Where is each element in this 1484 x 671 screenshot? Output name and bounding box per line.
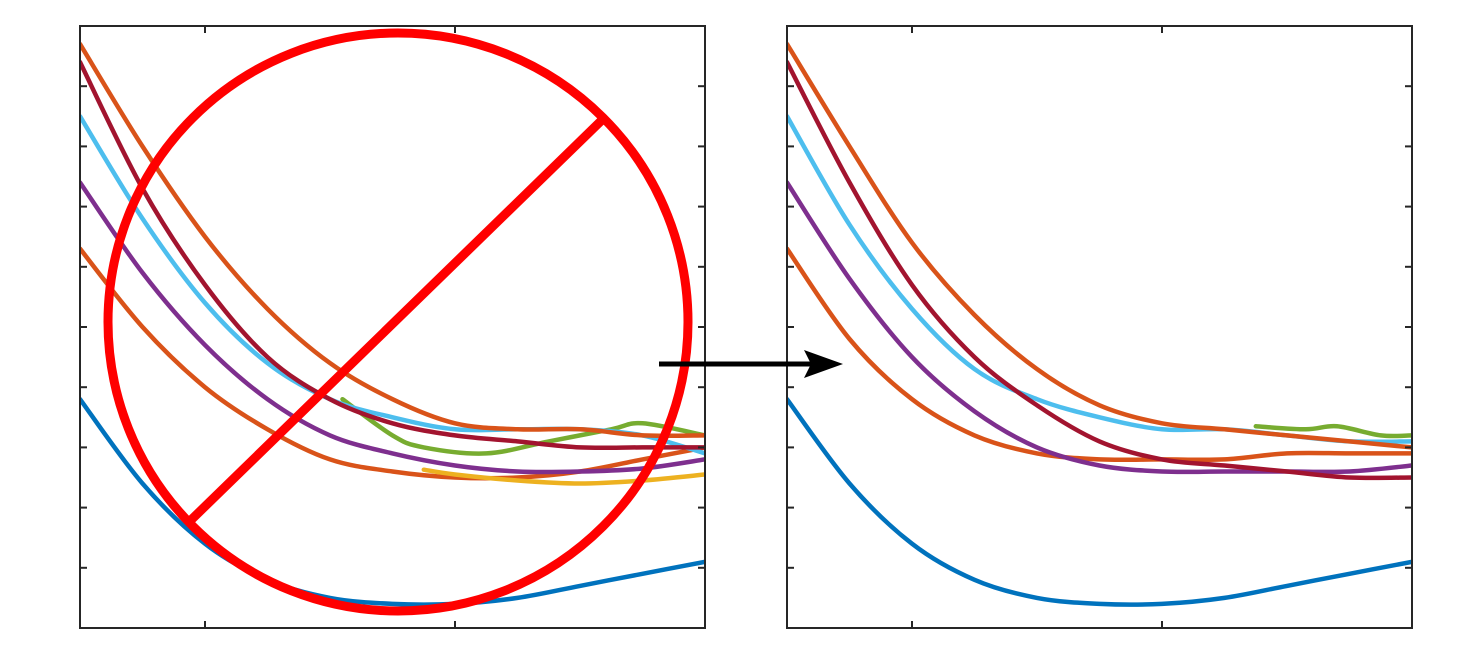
- series-line-1: [80, 396, 705, 607]
- prohibition-circle: [103, 28, 693, 616]
- arrow-head: [804, 350, 843, 378]
- series-line-4: [80, 180, 705, 475]
- series-group: [787, 41, 1412, 607]
- axes-box: [786, 25, 1413, 629]
- series-line-7: [1253, 423, 1412, 439]
- prohibition-sign-overlay: [103, 28, 693, 616]
- series-line-7: [80, 59, 705, 451]
- panel-before: [79, 25, 706, 629]
- series-line-5: [340, 396, 705, 456]
- series-line-2: [80, 246, 705, 481]
- series-line-6: [787, 41, 1412, 450]
- series-line-5: [787, 59, 1412, 481]
- series-line-3: [421, 467, 705, 486]
- series-line-4: [787, 114, 1412, 445]
- panel-after: [786, 25, 1413, 629]
- series-line-8: [80, 41, 705, 439]
- series-group: [80, 41, 705, 607]
- series-line-1: [787, 396, 1412, 607]
- prohibition-slash: [186, 115, 607, 525]
- transition-arrow: [659, 350, 843, 378]
- series-line-2: [787, 246, 1412, 463]
- series-line-6: [80, 114, 705, 456]
